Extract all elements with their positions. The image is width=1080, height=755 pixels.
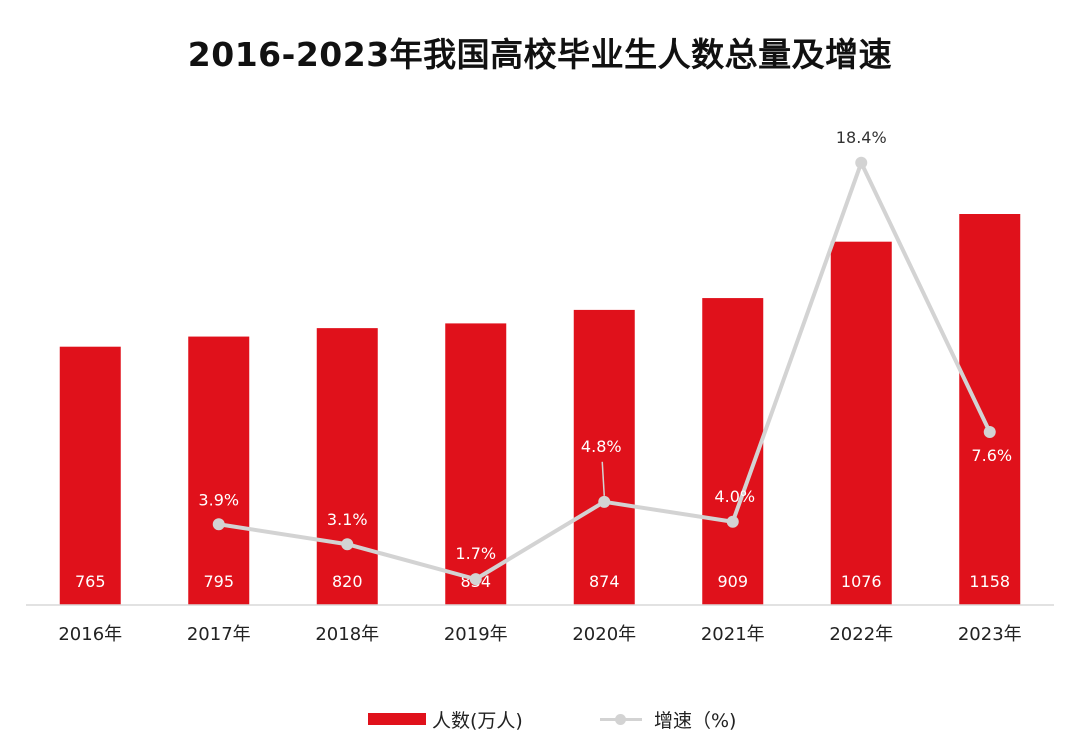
growth-point xyxy=(469,573,482,586)
bar-value-label: 820 xyxy=(332,572,363,591)
growth-value-label: 4.0% xyxy=(714,487,755,506)
chart-title: 2016-2023年我国高校毕业生人数总量及增速 xyxy=(187,35,893,74)
bar-value-label: 1076 xyxy=(841,572,882,591)
growth-label-leader xyxy=(601,461,605,496)
growth-value-label: 3.1% xyxy=(327,510,368,529)
growth-point xyxy=(855,156,868,169)
bar-value-label: 795 xyxy=(203,572,234,591)
growth-point xyxy=(341,538,354,551)
bar-5 xyxy=(702,298,764,605)
x-tick-label: 2017年 xyxy=(187,624,251,645)
x-tick-label: 2021年 xyxy=(701,624,765,645)
growth-value-label: 3.9% xyxy=(198,490,239,509)
bar-value-label: 874 xyxy=(589,572,620,591)
growth-point xyxy=(983,426,996,439)
bar-7 xyxy=(959,214,1021,605)
bar-value-label: 909 xyxy=(717,572,748,591)
bar-6 xyxy=(830,241,892,606)
legend-item-growth: 增速（%) xyxy=(600,704,736,734)
bar-value-label: 1158 xyxy=(969,572,1010,591)
growth-point xyxy=(212,518,225,531)
bars-layer: 76579582083487490910761158 xyxy=(59,214,1021,606)
growth-line-layer: 3.9% 3.1% 1.7% 4.8% 4.0% 18.4% 7.6% xyxy=(198,128,1012,586)
bar-0 xyxy=(59,346,121,605)
bar-value-label: 765 xyxy=(75,572,106,591)
x-tick-label: 2016年 xyxy=(58,624,122,645)
legend-label-count: 人数(万人) xyxy=(432,709,523,732)
x-tick-label: 2022年 xyxy=(829,624,893,645)
x-tick-label: 2020年 xyxy=(572,624,636,645)
growth-value-label: 1.7% xyxy=(455,544,496,563)
x-tick-label: 2023年 xyxy=(958,624,1022,645)
legend-bar-swatch xyxy=(368,713,426,725)
legend-label-growth: 增速（%) xyxy=(654,709,737,732)
growth-point xyxy=(598,495,611,508)
x-tick-label: 2019年 xyxy=(444,624,508,645)
x-axis-ticks: 2016年 2017年 2018年 2019年 2020年 2021年 2022年 2023年 xyxy=(58,624,1021,645)
legend-line-swatch xyxy=(600,713,642,725)
x-tick-label: 2018年 xyxy=(315,624,379,645)
growth-value-label: 4.8% xyxy=(581,437,622,456)
growth-value-label: 18.4% xyxy=(836,128,887,147)
bar-2 xyxy=(316,328,378,605)
growth-point xyxy=(726,515,739,528)
bar-1 xyxy=(188,336,250,605)
bar-3 xyxy=(445,323,507,605)
chart-plot: 76579582083487490910761158 3.9%3.1%1.7%4… xyxy=(26,128,1054,645)
legend-item-count: 人数(万人) xyxy=(368,704,523,734)
growth-value-label: 7.6% xyxy=(971,446,1012,465)
bar-4 xyxy=(573,309,635,605)
